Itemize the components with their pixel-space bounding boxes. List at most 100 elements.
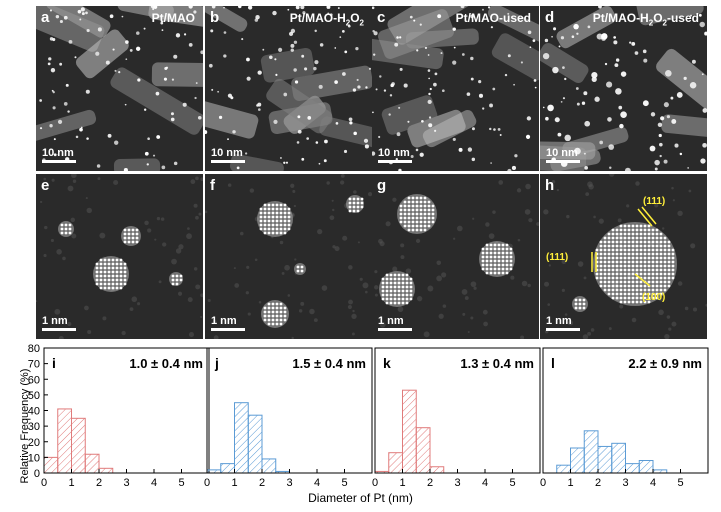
histogram-bar (98, 467, 114, 474)
histogram-bar (234, 402, 249, 474)
panel-label: c (377, 9, 386, 26)
scale-bar-line (211, 160, 245, 163)
lattice-marker-lines (591, 206, 657, 287)
scale-bar: 1 nm (378, 315, 412, 331)
x-tick-label: 0 (204, 477, 210, 489)
scale-bar-line (546, 328, 580, 331)
size-annotation: 1.0 ± 0.4 nm (129, 356, 203, 371)
scale-bar: 10 nm (378, 147, 412, 163)
x-tick-label: 3 (622, 477, 628, 489)
histogram-k: 0 1 2 3 4 5 k 1.3 ± 0.4 nm (372, 347, 541, 489)
scale-bar-line (546, 160, 580, 163)
histogram-bar (570, 447, 585, 474)
x-tick-label: 1 (567, 477, 573, 489)
panel-label: d (545, 9, 555, 26)
x-tick-label: 0 (41, 477, 47, 489)
scale-bar-label: 1 nm (42, 315, 68, 327)
panel-label: e (41, 177, 50, 194)
histogram-bar (556, 464, 571, 474)
histogram-bar (388, 452, 403, 474)
histogram-bar (597, 445, 613, 474)
histogram-bar (247, 414, 263, 474)
histogram-j: 0 1 2 3 4 5 j 1.5 ± 0.4 nm (204, 347, 373, 489)
micrograph-panel-d: d Pt/MAO-H2O2-used 10 nm (540, 6, 707, 171)
scale-bar-label: 1 nm (211, 315, 237, 327)
micrograph-image (372, 6, 539, 171)
size-annotation: 1.5 ± 0.4 nm (292, 356, 366, 371)
scale-bar-label: 10 nm (378, 147, 410, 159)
facet-label-left: (111) (546, 252, 569, 263)
y-tick-label: 60 (28, 374, 40, 386)
x-tick-label: 5 (509, 477, 515, 489)
x-tick-label: 4 (314, 477, 320, 489)
x-tick-label: 1 (231, 477, 237, 489)
micrograph-image (205, 174, 372, 339)
sample-name: Pt/MAO-H2O2-used (592, 11, 699, 28)
scale-bar: 1 nm (42, 315, 76, 331)
sample-name: Pt/MAO-H2O2 (289, 11, 364, 28)
scale-bar-line (378, 160, 412, 163)
x-tick-label: 3 (123, 477, 129, 489)
scale-bar-label: 10 nm (42, 147, 74, 159)
panel-label: a (41, 9, 50, 26)
x-tick-label: 1 (399, 477, 405, 489)
chart-label: l (551, 355, 555, 371)
sample-name: Pt/MAO (151, 11, 195, 25)
scale-bar: 10 nm (42, 147, 76, 163)
size-annotation: 2.2 ± 0.9 nm (628, 356, 702, 371)
histogram-bar (57, 408, 72, 474)
scale-bar-label: 10 nm (211, 147, 243, 159)
scale-bar: 1 nm (211, 315, 245, 331)
y-tick-label: 80 (28, 343, 40, 355)
micrograph-image (205, 6, 372, 171)
x-tick-label: 2 (96, 477, 102, 489)
histogram-bar (220, 463, 235, 474)
histogram-bar (638, 460, 654, 474)
micrograph-panel-g: g 1 nm (372, 174, 539, 339)
histogram-bar (625, 463, 640, 474)
facet-label-top: (111) (643, 196, 666, 207)
micrograph-panel-b: b Pt/MAO-H2O2 10 nm (205, 6, 372, 171)
panel-label: b (210, 9, 220, 26)
facet-label-bottom: (100) (642, 292, 666, 303)
y-tick-label: 0 (34, 468, 40, 480)
x-tick-label: 0 (372, 477, 378, 489)
y-tick-label: 70 (28, 359, 40, 371)
scale-bar: 10 nm (546, 147, 580, 163)
y-tick-label: 50 (28, 390, 40, 402)
x-tick-label: 4 (650, 477, 656, 489)
x-tick-label: 1 (68, 477, 74, 489)
x-tick-label: 4 (151, 477, 157, 489)
y-tick-label: 20 (28, 437, 40, 449)
histogram-bar (43, 456, 59, 474)
micrograph-panel-h: h 1 nm (111) (111) (100) (540, 174, 707, 339)
y-tick-label: 30 (28, 421, 40, 433)
chart-label: k (383, 355, 391, 371)
micrograph-panel-a: a Pt/MAO 10 nm (36, 6, 203, 171)
scale-bar-label: 1 nm (546, 315, 572, 327)
scale-bar-label: 10 nm (546, 147, 578, 159)
size-annotation: 1.3 ± 0.4 nm (460, 356, 534, 371)
histogram-l: 0 1 2 3 4 5 l 2.2 ± 0.9 nm (540, 347, 709, 489)
histogram-bar (261, 458, 277, 474)
x-tick-label: 3 (286, 477, 292, 489)
histogram-bar (429, 466, 445, 474)
histogram-bar (611, 442, 626, 474)
micrograph-image (36, 174, 203, 339)
histogram-bar (583, 430, 599, 474)
scale-bar-line (378, 328, 412, 331)
panel-label: g (377, 177, 387, 194)
micrograph-image (540, 6, 707, 171)
x-tick-label: 3 (454, 477, 460, 489)
scale-bar-line (42, 328, 76, 331)
micrograph-panel-c: c Pt/MAO-used 10 nm (372, 6, 539, 171)
panel-label: h (545, 177, 555, 194)
x-tick-label: 5 (178, 477, 184, 489)
x-tick-label: 0 (540, 477, 546, 489)
x-axis-title: Diameter of Pt (nm) (308, 491, 413, 505)
scale-bar-line (42, 160, 76, 163)
scale-bar-line (211, 328, 245, 331)
y-tick-label: 10 (28, 452, 40, 464)
